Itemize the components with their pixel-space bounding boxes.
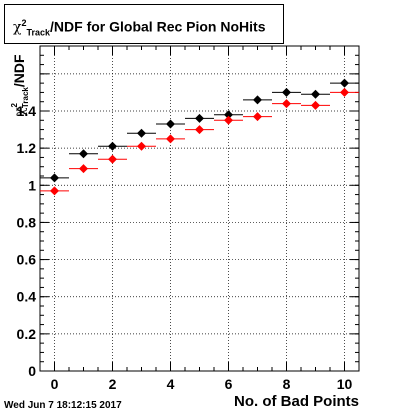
x-axis-label: No. of Bad Points bbox=[234, 393, 359, 410]
data-point bbox=[340, 87, 349, 97]
data-point bbox=[166, 134, 175, 144]
title-superscript: 2 bbox=[21, 18, 27, 28]
data-point bbox=[311, 89, 320, 99]
data-point bbox=[108, 154, 117, 164]
data-point bbox=[224, 110, 233, 120]
y-axis-label: χ2 Track/NDF bbox=[10, 54, 30, 116]
data-point bbox=[253, 112, 262, 122]
data-point bbox=[50, 186, 59, 196]
y-axis-label-subscript: Track bbox=[21, 87, 30, 108]
data-point bbox=[108, 141, 117, 151]
y-tick-label: 0.8 bbox=[17, 214, 37, 230]
title-subscript: Track bbox=[26, 27, 51, 38]
x-tick-label: 2 bbox=[109, 376, 117, 392]
y-tick-label: 1.2 bbox=[17, 140, 37, 156]
data-point bbox=[79, 149, 88, 159]
data-point bbox=[195, 125, 204, 135]
svg-text:χ2Track/NDF: χ2 Track/NDF bbox=[10, 54, 30, 116]
data-point bbox=[282, 87, 291, 97]
chart-title-box: χ2Track/NDF for Global Rec Pion NoHits bbox=[4, 4, 284, 44]
timestamp: Wed Jun 7 18:12:15 2017 bbox=[4, 400, 122, 411]
data-point bbox=[50, 173, 59, 183]
data-point bbox=[282, 99, 291, 109]
y-axis-label-rest: /NDF bbox=[11, 54, 27, 87]
x-tick-label: 4 bbox=[167, 376, 175, 392]
data-point bbox=[166, 119, 175, 129]
data-point bbox=[137, 128, 146, 138]
data-point bbox=[79, 164, 88, 174]
data-points bbox=[40, 78, 359, 196]
chart-title: χ2Track/NDF for Global Rec Pion NoHits bbox=[13, 18, 266, 37]
title-rest: /NDF for Global Rec Pion NoHits bbox=[50, 18, 266, 35]
y-tick-label: 1.4 bbox=[17, 103, 37, 119]
data-point bbox=[195, 113, 204, 123]
data-point bbox=[340, 78, 349, 88]
y-tick-label: 1 bbox=[28, 177, 36, 193]
y-tick-label: 0.2 bbox=[17, 326, 37, 342]
tick-labels: 0 2 4 6 8 10 0 0.2 0.4 0.6 0.8 1 1.2 1.4 bbox=[17, 103, 353, 392]
y-tick-label: 0.6 bbox=[17, 252, 37, 268]
y-axis-label-superscript: 2 bbox=[10, 103, 19, 108]
data-point bbox=[137, 141, 146, 151]
title-chi: χ bbox=[13, 19, 22, 36]
data-point bbox=[224, 115, 233, 125]
data-point bbox=[311, 100, 320, 110]
y-axis-label-chi: χ bbox=[12, 107, 28, 116]
x-tick-label: 6 bbox=[225, 376, 233, 392]
x-tick-label: 0 bbox=[51, 376, 59, 392]
y-tick-label: 0.4 bbox=[17, 289, 37, 305]
y-tick-label: 0 bbox=[28, 363, 36, 379]
data-point bbox=[253, 95, 262, 105]
x-tick-label: 10 bbox=[337, 376, 353, 392]
x-tick-label: 8 bbox=[283, 376, 291, 392]
